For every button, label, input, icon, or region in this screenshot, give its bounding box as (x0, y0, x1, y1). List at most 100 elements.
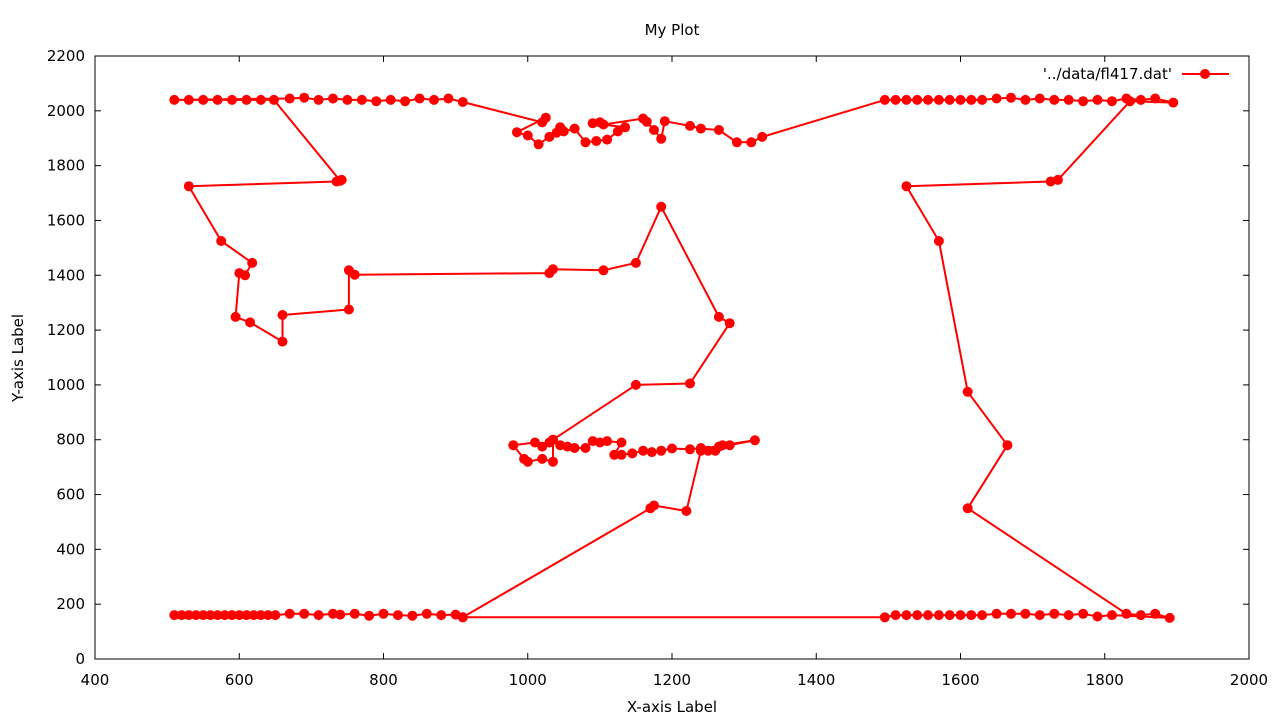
data-point (609, 449, 620, 460)
data-point (977, 94, 988, 105)
data-point (1045, 176, 1056, 187)
data-point (1150, 608, 1161, 619)
data-point (342, 94, 353, 105)
y-tick-label: 1000 (47, 376, 85, 394)
data-point (1049, 94, 1060, 105)
data-point (991, 93, 1002, 104)
data-point (457, 97, 468, 107)
data-point (731, 137, 742, 148)
data-point (429, 94, 439, 105)
data-point (392, 610, 403, 621)
y-tick-label: 2200 (47, 47, 85, 65)
data-point (1020, 608, 1031, 619)
data-point (1063, 94, 1074, 105)
data-point (328, 93, 338, 104)
data-point (407, 610, 418, 621)
data-point (656, 201, 667, 212)
data-point (335, 175, 346, 186)
data-point (962, 386, 973, 397)
x-tick-label: 600 (225, 671, 254, 689)
data-point (569, 123, 580, 134)
data-point (191, 610, 201, 621)
data-point (1092, 94, 1103, 105)
data-point (371, 96, 382, 107)
data-point (537, 453, 548, 464)
data-point (313, 610, 324, 621)
data-point (630, 379, 641, 390)
data-point (544, 268, 555, 279)
data-point (457, 612, 468, 623)
data-point (364, 610, 375, 621)
y-tick-label: 400 (56, 540, 85, 558)
data-point (598, 265, 609, 276)
data-point (602, 134, 613, 145)
data-point (349, 608, 360, 619)
data-point (933, 610, 944, 621)
data-point (627, 448, 638, 459)
data-point (1164, 612, 1175, 623)
data-point (533, 139, 544, 150)
legend: '../data/fl417.dat' (1043, 65, 1229, 83)
data-point (746, 137, 757, 148)
data-point (1002, 440, 1013, 451)
x-tick-label: 400 (81, 671, 110, 689)
data-point (241, 94, 252, 105)
data-point (548, 434, 558, 445)
x-tick-label: 800 (369, 671, 398, 689)
series-lines (173, 96, 1175, 619)
data-point (1121, 608, 1132, 619)
data-point (183, 181, 194, 192)
data-point (966, 94, 977, 105)
data-point (240, 270, 250, 281)
data-point (667, 443, 677, 454)
data-point (630, 257, 641, 268)
data-point (587, 436, 598, 447)
data-point (540, 112, 551, 123)
data-point (519, 453, 530, 464)
data-point (1150, 93, 1161, 104)
data-point (912, 610, 923, 621)
data-point (598, 119, 609, 130)
data-point (1092, 611, 1103, 622)
data-point (277, 336, 288, 347)
data-point (343, 265, 354, 276)
data-point (901, 610, 912, 621)
data-point (724, 318, 735, 329)
data-point (268, 94, 279, 105)
data-point (962, 503, 973, 514)
data-point (713, 441, 724, 452)
data-point (912, 94, 923, 105)
data-point (659, 116, 670, 127)
chart-title: My Plot (645, 21, 700, 39)
data-point (685, 120, 695, 131)
data-point (923, 94, 933, 105)
data-point (183, 94, 194, 105)
data-point (1034, 610, 1045, 621)
x-tick-label: 1200 (653, 671, 691, 689)
data-point (216, 236, 227, 246)
data-point (212, 94, 223, 105)
data-point (1006, 608, 1016, 619)
data-point (944, 94, 955, 105)
data-point (933, 236, 944, 246)
y-tick-label: 600 (56, 486, 85, 504)
data-point (890, 610, 901, 621)
data-point (183, 610, 194, 621)
x-tick-label: 1000 (509, 671, 547, 689)
data-point (901, 94, 912, 105)
y-tick-label: 1800 (47, 157, 85, 175)
data-point (695, 443, 706, 453)
x-tick-label: 2000 (1230, 671, 1268, 689)
data-point (255, 610, 266, 621)
x-tick-label: 1800 (1086, 671, 1124, 689)
x-axis-label: X-axis Label (627, 698, 717, 716)
data-point (227, 94, 237, 105)
data-point (263, 610, 274, 621)
data-point (508, 440, 519, 451)
data-point (616, 449, 627, 460)
data-point (1107, 610, 1117, 621)
data-point (277, 310, 288, 320)
data-point (580, 443, 591, 453)
data-point (641, 116, 652, 127)
